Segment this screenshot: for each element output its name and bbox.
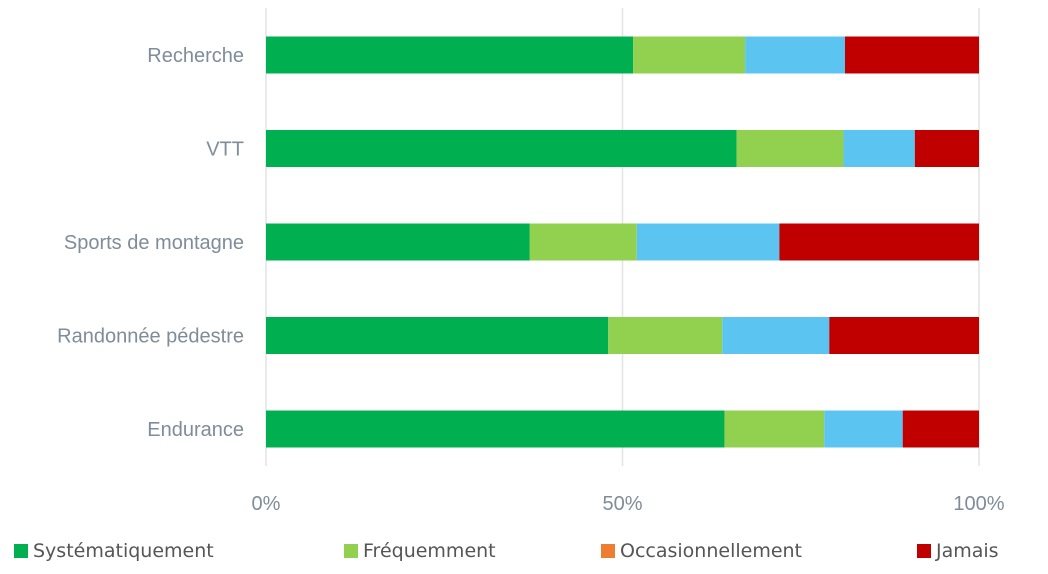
- bar-segment: [745, 36, 845, 74]
- bars: [266, 36, 979, 448]
- bar-segment: [779, 223, 979, 261]
- bar-segment: [608, 317, 723, 354]
- legend-label: Jamais: [935, 540, 999, 562]
- legend-swatch: [917, 544, 931, 558]
- category-label: Randonnée pédestre: [57, 326, 244, 348]
- category-labels: Recherche VTT Sports de montagne Randonnée …: [57, 45, 244, 441]
- bar-segment: [636, 223, 780, 261]
- x-tick-label: 50%: [602, 493, 642, 515]
- legend-swatch: [14, 544, 28, 558]
- bar-segment: [843, 130, 915, 167]
- category-label: Recherche: [147, 45, 244, 67]
- bar-segment: [902, 410, 979, 448]
- bar-segment: [914, 130, 979, 167]
- legend: Systématiquement Fréquemment Occasionnelle…: [14, 540, 999, 562]
- bar-segment: [844, 36, 979, 74]
- bar-segment: [724, 410, 825, 448]
- bar-segment: [266, 223, 530, 261]
- bar-segment: [829, 317, 979, 354]
- category-label: Endurance: [147, 419, 244, 441]
- bar-segment: [266, 410, 725, 448]
- bar-segment: [529, 223, 637, 261]
- category-label: VTT: [206, 139, 244, 161]
- x-axis-ticks: 0% 50% 100%: [252, 493, 1005, 515]
- legend-swatch: [344, 544, 358, 558]
- bar-segment: [633, 36, 746, 74]
- legend-label: Fréquemment: [363, 540, 496, 562]
- bar-segment: [722, 317, 830, 354]
- bar-segment: [266, 36, 634, 74]
- legend-label: Occasionnellement: [620, 540, 802, 562]
- bar-segment: [824, 410, 903, 448]
- legend-label: Systématiquement: [33, 540, 214, 562]
- x-tick-label: 0%: [252, 493, 281, 515]
- bar-segment: [266, 130, 737, 167]
- legend-swatch: [601, 544, 615, 558]
- category-label: Sports de montagne: [64, 232, 244, 254]
- bar-segment: [736, 130, 844, 167]
- x-tick-label: 100%: [953, 493, 1004, 515]
- bar-segment: [266, 317, 609, 354]
